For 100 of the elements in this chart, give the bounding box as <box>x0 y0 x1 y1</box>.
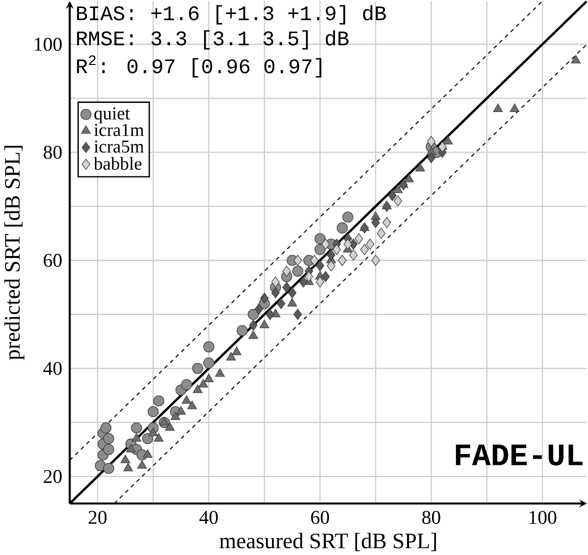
point <box>314 244 326 255</box>
point <box>321 270 330 282</box>
point <box>342 211 354 222</box>
legend-label: babble <box>94 156 142 170</box>
point <box>393 184 403 193</box>
point <box>226 352 236 360</box>
point <box>443 136 453 144</box>
point <box>148 406 159 417</box>
point <box>310 254 319 266</box>
y-tick-label: 80 <box>44 146 62 159</box>
annotation: RMSE: 3.3 [3.1 3.5] dB <box>77 30 349 50</box>
point <box>304 270 314 282</box>
point <box>376 228 386 239</box>
y-tick-label: 40 <box>43 362 62 375</box>
point <box>271 276 280 288</box>
point <box>371 216 380 228</box>
point <box>332 244 341 255</box>
point <box>103 432 114 444</box>
x-tick-label: 40 <box>199 510 218 524</box>
point <box>192 384 202 393</box>
point <box>427 152 436 163</box>
point <box>120 454 130 463</box>
point <box>248 308 259 320</box>
point <box>287 298 298 306</box>
point <box>360 244 369 255</box>
point <box>438 141 447 152</box>
x-tick-label: 100 <box>530 510 556 524</box>
point <box>260 292 269 304</box>
x-tick-label: 60 <box>311 510 330 524</box>
point <box>266 308 274 320</box>
point <box>123 462 133 472</box>
point <box>153 395 164 406</box>
legend-label: quiet <box>94 107 130 124</box>
point <box>94 460 106 471</box>
point <box>260 319 270 328</box>
point <box>148 428 158 436</box>
legend-label: icra1m <box>94 124 144 136</box>
point <box>154 432 164 442</box>
point <box>344 238 352 250</box>
point <box>292 265 304 276</box>
point <box>360 222 369 234</box>
point <box>103 462 114 474</box>
point <box>276 298 286 309</box>
point <box>132 432 142 442</box>
point <box>321 238 330 250</box>
x-tick-label: 20 <box>88 510 107 524</box>
point <box>388 190 397 201</box>
point <box>176 406 186 414</box>
point <box>288 287 296 298</box>
point <box>427 136 436 147</box>
point <box>187 400 197 409</box>
point <box>159 416 170 426</box>
point <box>366 238 374 250</box>
point <box>326 249 336 260</box>
y-axis-title: predicted SRT [dB SPL] <box>4 146 24 360</box>
point <box>294 254 302 266</box>
point <box>170 411 180 420</box>
annotation: BIAS: +1.6 [+1.3 +1.9] dB <box>77 4 386 24</box>
point <box>204 373 214 382</box>
x-tick-label: 80 <box>422 510 440 524</box>
y-tick-label: 20 <box>44 470 62 483</box>
point <box>294 308 302 320</box>
point <box>130 422 142 434</box>
annotation: R$^{2}$: 0.97 [0.96 0.97] <box>77 55 322 78</box>
point <box>165 422 175 431</box>
point <box>126 444 136 452</box>
point <box>510 103 520 112</box>
legend-label: icra5m <box>94 140 144 152</box>
point <box>404 174 414 182</box>
point <box>354 233 364 244</box>
point <box>336 222 348 234</box>
point <box>100 422 112 434</box>
point <box>203 341 214 352</box>
point <box>299 276 308 288</box>
point <box>326 260 336 272</box>
point <box>215 368 225 377</box>
point <box>142 449 152 458</box>
point <box>316 276 324 288</box>
annotation: FADE-UL <box>456 444 582 466</box>
y-tick-label: 60 <box>44 254 62 267</box>
point <box>181 378 192 390</box>
point <box>182 395 192 404</box>
point <box>271 287 280 298</box>
point <box>314 233 326 244</box>
point <box>399 178 408 190</box>
point <box>371 254 380 266</box>
point <box>382 216 391 228</box>
point <box>142 432 154 444</box>
point <box>382 200 391 212</box>
point <box>394 195 402 206</box>
y-tick-label: 100 <box>34 37 62 51</box>
point <box>249 319 258 330</box>
point <box>232 346 242 355</box>
point <box>236 324 248 336</box>
point <box>316 260 324 272</box>
point <box>192 362 204 374</box>
point <box>493 103 503 112</box>
point <box>349 249 358 260</box>
point <box>254 303 264 314</box>
point <box>248 330 258 339</box>
